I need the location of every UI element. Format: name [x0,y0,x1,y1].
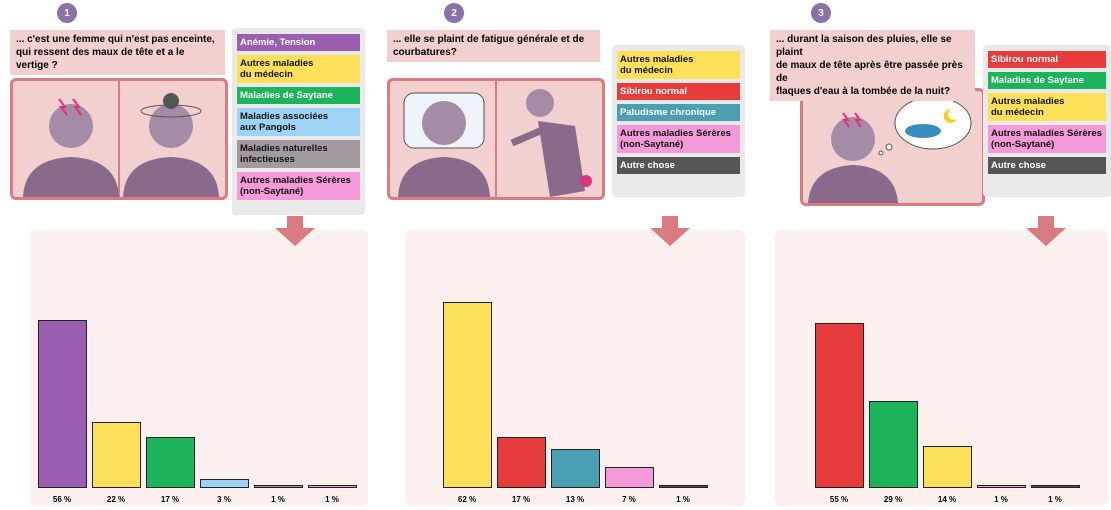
arrow [1026,216,1066,246]
illustration [800,88,985,206]
value-label: 7 % [622,495,636,504]
bar [815,323,864,488]
panel-number: 2 [444,3,464,23]
legend-item: Autres maladies du médecin [988,93,1106,121]
value-label: 22 % [106,495,126,504]
question: ... elle se plaint de fatigue générale e… [387,30,600,62]
legend-item: Anémie, Tension [237,34,360,51]
bar [659,485,708,488]
legend-item: Autres maladies Sérères (non-Saytané) [237,172,360,200]
bar [443,302,492,488]
legend-item: Maladies de Saytane [237,87,360,104]
bar [1031,485,1080,488]
value-label: 1 % [676,495,690,504]
bar [977,485,1026,488]
bar [497,437,546,488]
question: ... c'est une femme qui n'est pas encein… [10,30,225,75]
arrow-shape [650,216,690,246]
legend-item: Paludisme chronique [617,104,740,121]
legend-item: Maladies de Saytane [988,72,1106,89]
bar [146,437,195,488]
bar [308,485,357,488]
value-label: 17 % [511,495,531,504]
bar [254,485,303,488]
legend-item: Autre chose [617,157,740,174]
legend-item: Autre chose [988,157,1106,174]
value-label: 62 % [457,495,477,504]
value-label: 1 % [325,495,339,504]
bar [923,446,972,488]
bar [605,467,654,488]
legend-item: Autres maladies du médecin [237,55,360,83]
legend-item: Autres maladies Sérères (non-Saytané) [988,125,1106,153]
illustration [10,78,228,200]
arrow [650,216,690,246]
bar [869,401,918,488]
question: ... durant la saison des pluies, elle se… [770,30,975,101]
legend-item: Maladies naturelles infectieuses [237,140,360,168]
value-label: 56 % [52,495,72,504]
bar [92,422,141,488]
legend-item: Sibirou normal [988,51,1106,68]
value-label: 17 % [160,495,180,504]
panel-number: 3 [811,3,831,23]
legend-item: Autres maladies Sérères (non-Saytané) [617,125,740,153]
value-label: 13 % [565,495,585,504]
arrow-shape [275,216,315,246]
arrow-shape [1026,216,1066,246]
bar [38,320,87,488]
legend: Anémie, Tension Autres maladies du médeci… [232,28,365,215]
legend-item: Sibirou normal [617,83,740,100]
panel-number: 1 [57,3,77,23]
value-label: 1 % [1048,495,1062,504]
legend: Sibirou normal Maladies de Saytane Autres … [983,45,1111,197]
arrow [275,216,315,246]
value-label: 1 % [994,495,1008,504]
value-label: 14 % [937,495,957,504]
legend: Autres maladies du médecin Sibirou normal… [612,45,745,197]
value-label: 3 % [217,495,231,504]
legend-item: Maladies associées aux Pangols [237,108,360,136]
value-label: 29 % [883,495,903,504]
illustration [387,78,605,200]
value-label: 55 % [829,495,849,504]
bar [551,449,600,488]
legend-item: Autres maladies du médecin [617,51,740,79]
bar [200,479,249,488]
value-label: 1 % [271,495,285,504]
